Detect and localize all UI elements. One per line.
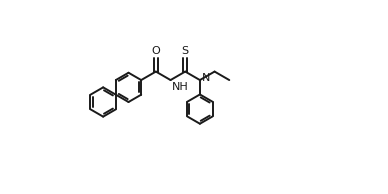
Text: NH: NH [172, 82, 189, 92]
Text: S: S [182, 46, 189, 56]
Text: N: N [201, 73, 210, 83]
Text: O: O [151, 46, 160, 56]
